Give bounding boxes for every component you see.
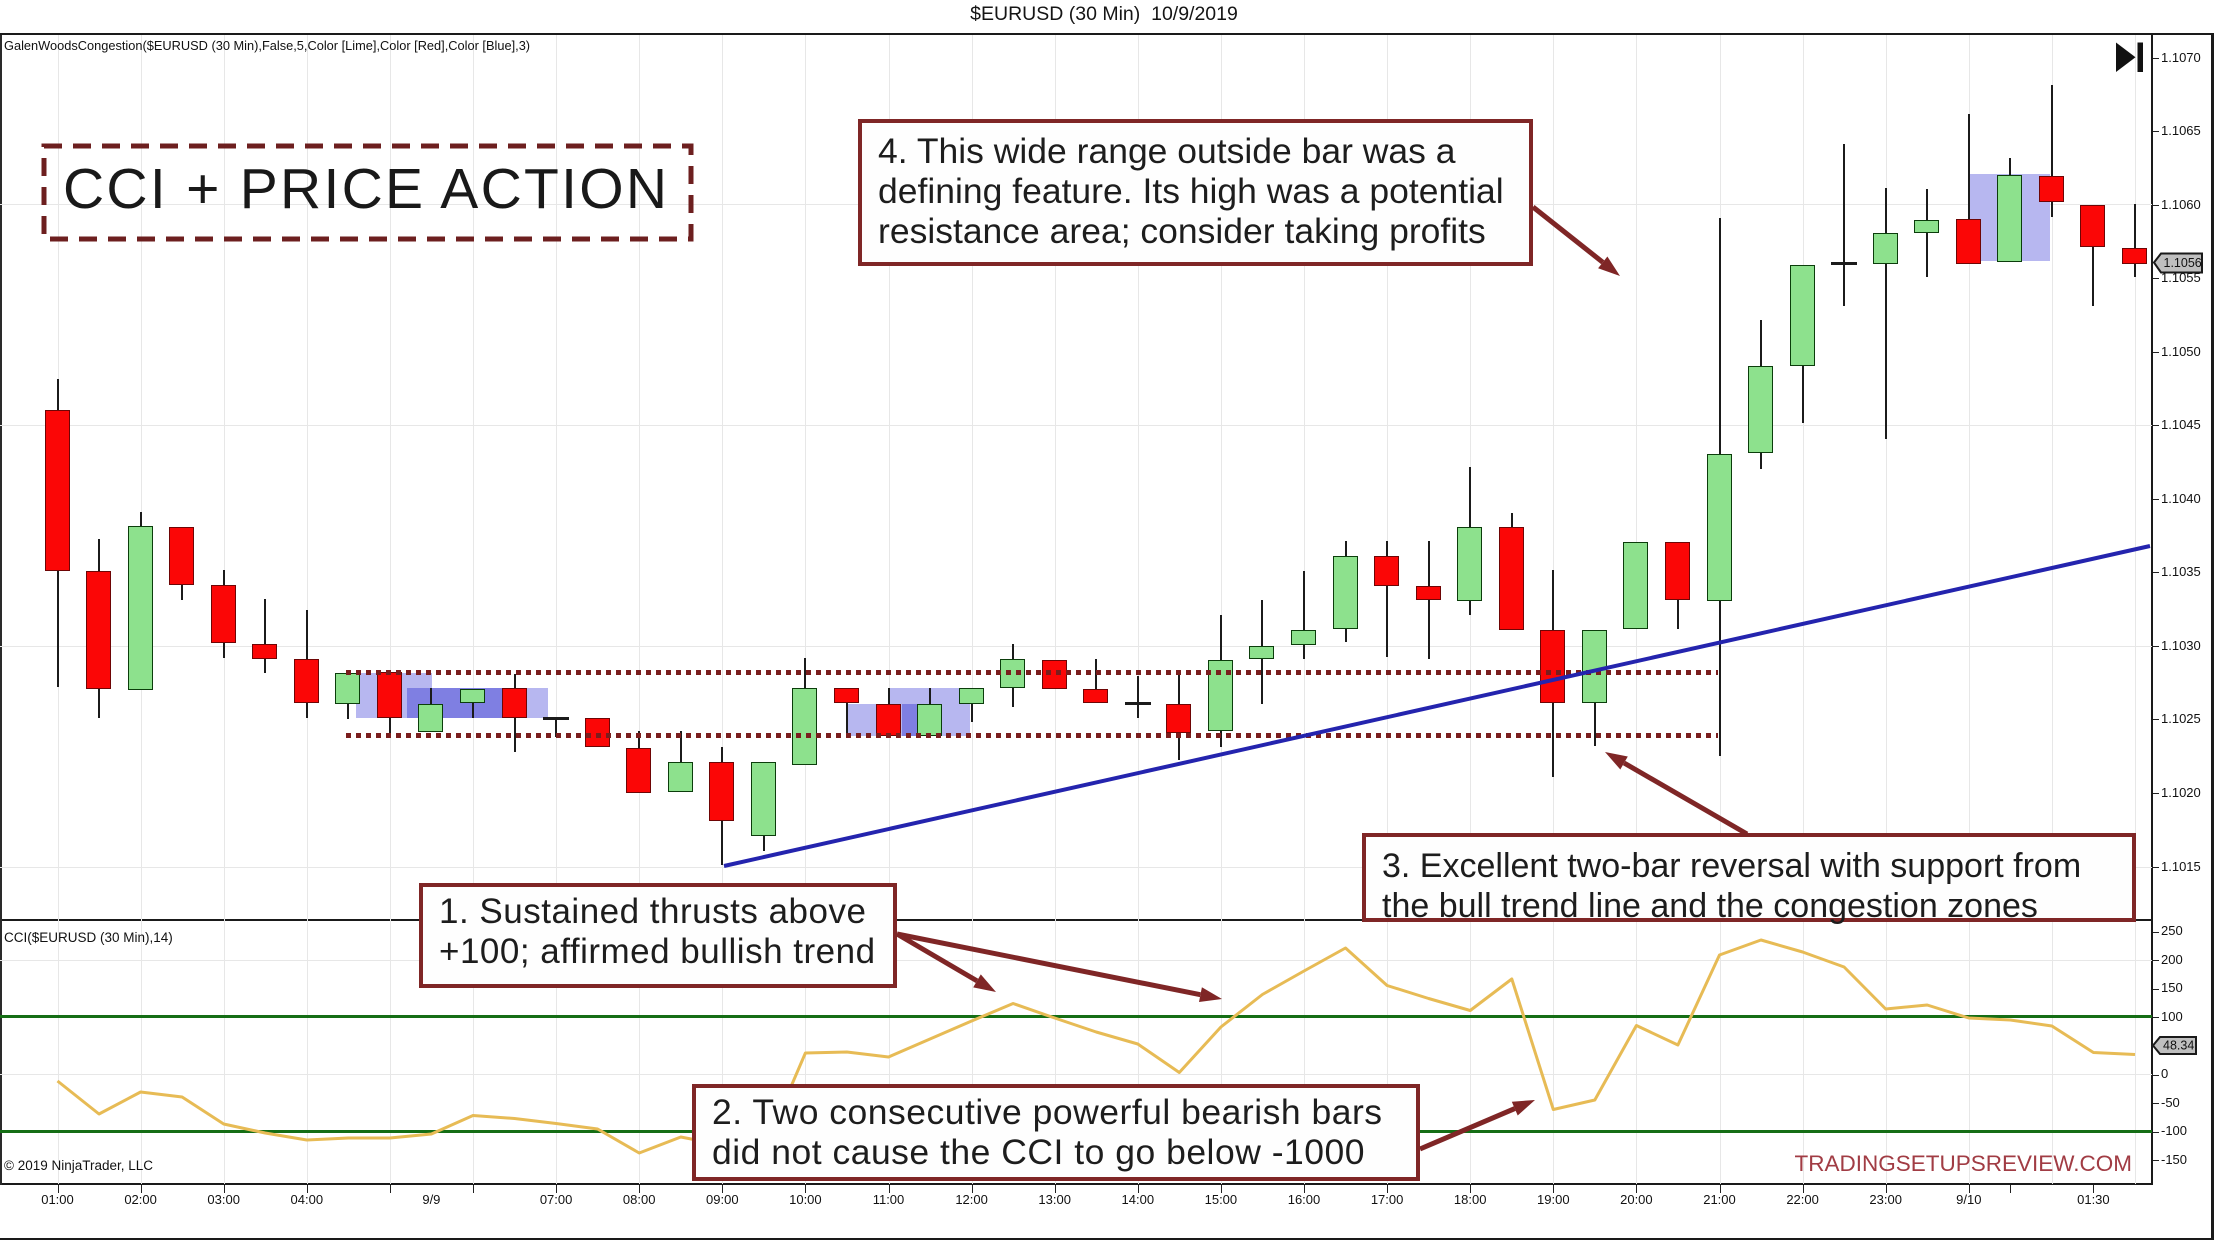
svg-text:1.1056: 1.1056: [2164, 256, 2202, 270]
svg-text:48.34: 48.34: [2163, 1039, 2194, 1053]
svg-text:CCI + PRICE ACTION: CCI + PRICE ACTION: [63, 157, 667, 221]
